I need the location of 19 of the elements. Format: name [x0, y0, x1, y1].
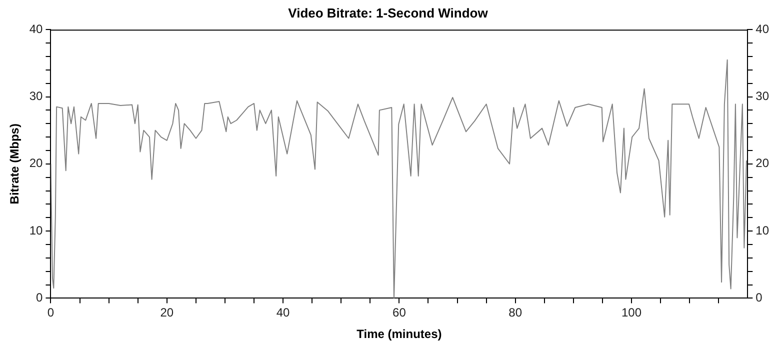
y-tick-label: 40 [29, 22, 44, 36]
y-tick-label: 10 [29, 223, 44, 238]
y-tick-label: 20 [29, 156, 44, 170]
y2-tick-label: 0 [756, 290, 763, 305]
x-tick-label: 20 [160, 306, 174, 320]
x-tick-label: 60 [392, 306, 406, 320]
y-tick-label: 0 [36, 290, 44, 305]
x-tick-label: 0 [47, 306, 54, 320]
x-tick-label: 80 [508, 306, 522, 320]
x-tick-label: 100 [621, 306, 642, 320]
x-tick-label: 40 [276, 306, 290, 320]
y-axis-title: Bitrate (Mbps) [8, 124, 22, 204]
y2-tick-label: 10 [756, 223, 770, 238]
x-axis-title: Time (minutes) [356, 327, 442, 342]
y2-tick-label: 40 [756, 22, 770, 36]
y-tick-label: 30 [29, 89, 44, 104]
chart-title: Video Bitrate: 1-Second Window [288, 5, 489, 20]
y2-tick-label: 20 [756, 156, 770, 170]
y2-tick-label: 30 [756, 89, 770, 104]
